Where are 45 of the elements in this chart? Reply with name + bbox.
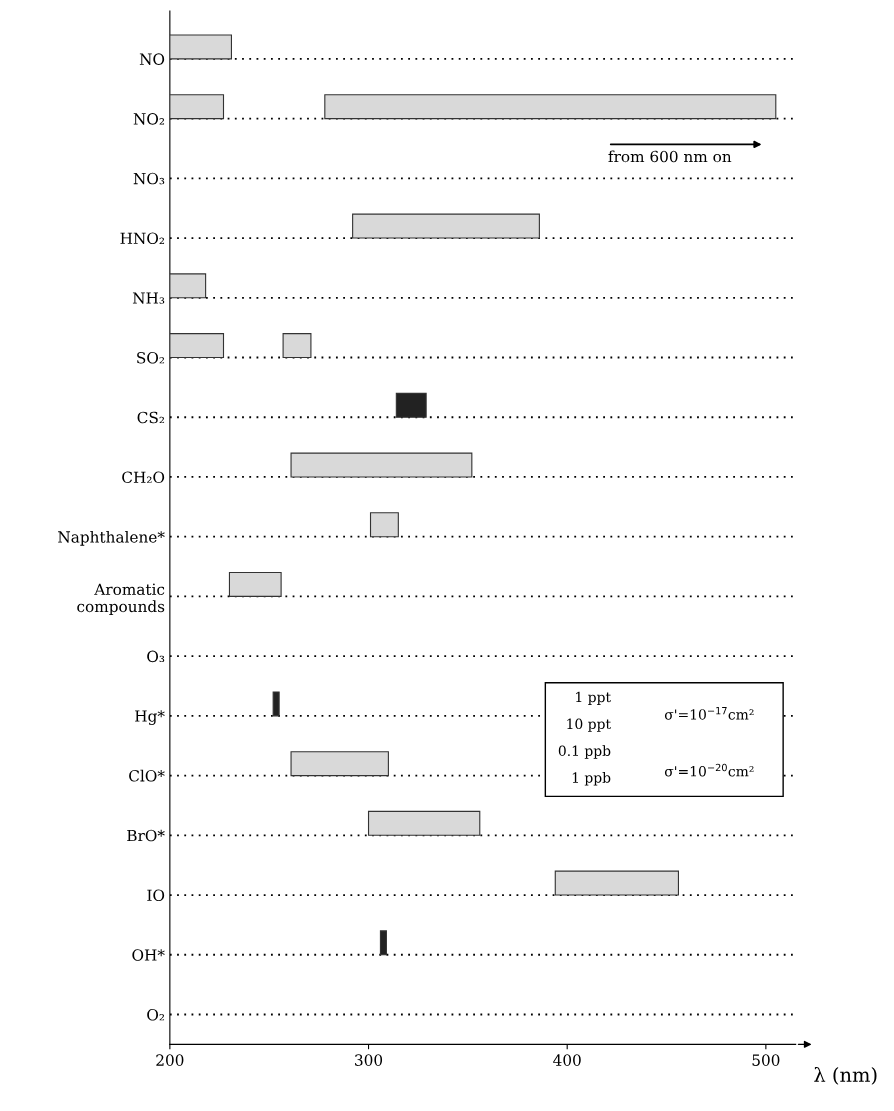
bar	[169, 94, 225, 120]
annotation: 10 ppt	[567, 718, 611, 732]
bar	[367, 810, 481, 836]
y-tick-label: Aromatic compounds	[77, 583, 165, 616]
bar	[282, 333, 312, 359]
y-tick-label: HNO₂	[120, 232, 165, 245]
y-tick-label: SO₂	[137, 351, 165, 364]
bar	[379, 930, 387, 956]
bar	[272, 691, 280, 717]
bar	[290, 751, 389, 777]
y-tick-label: CH₂O	[122, 471, 165, 483]
bar	[169, 333, 225, 359]
x-tick-label: 400	[553, 1054, 581, 1066]
y-tick-label: NH₃	[132, 292, 165, 304]
x-axis-title: λ (nm)	[814, 1066, 877, 1085]
y-tick-label: O₃	[147, 650, 165, 663]
y-tick-label: NO₂	[133, 113, 165, 125]
bar	[395, 392, 427, 418]
x-tick-label: 300	[355, 1054, 383, 1066]
y-tick-label: IO	[147, 889, 165, 902]
y-tick-label: NO₃	[133, 172, 165, 185]
y-tick-label: CS₂	[137, 411, 165, 424]
annotation: from 600 nm on	[608, 150, 732, 163]
bar	[290, 452, 473, 478]
y-tick-label: ClO*	[129, 769, 165, 782]
y-tick-label: OH*	[132, 949, 165, 961]
y-tick-label: BrO*	[127, 829, 165, 842]
bar	[369, 512, 399, 538]
annotation: σ'=10$^{−20}$cm²	[664, 763, 754, 777]
x-tick-label: 500	[752, 1054, 780, 1066]
bar	[554, 870, 680, 896]
y-tick-label: Hg*	[135, 710, 165, 725]
y-tick-label: O₂	[147, 1008, 165, 1021]
y-tick-label: Naphthalene*	[58, 530, 165, 546]
bar	[169, 273, 207, 299]
bar	[228, 571, 282, 597]
bar	[324, 94, 777, 120]
bar	[352, 213, 540, 239]
x-tick-label: 200	[156, 1054, 184, 1066]
annotation: 0.1 ppb	[558, 745, 611, 759]
bar	[169, 34, 233, 60]
annotation: 1 ppb	[572, 772, 611, 786]
annotation: σ'=10$^{−17}$cm²	[664, 707, 754, 720]
annotation: 1 ppt	[576, 691, 611, 705]
y-tick-label: NO	[139, 53, 165, 65]
